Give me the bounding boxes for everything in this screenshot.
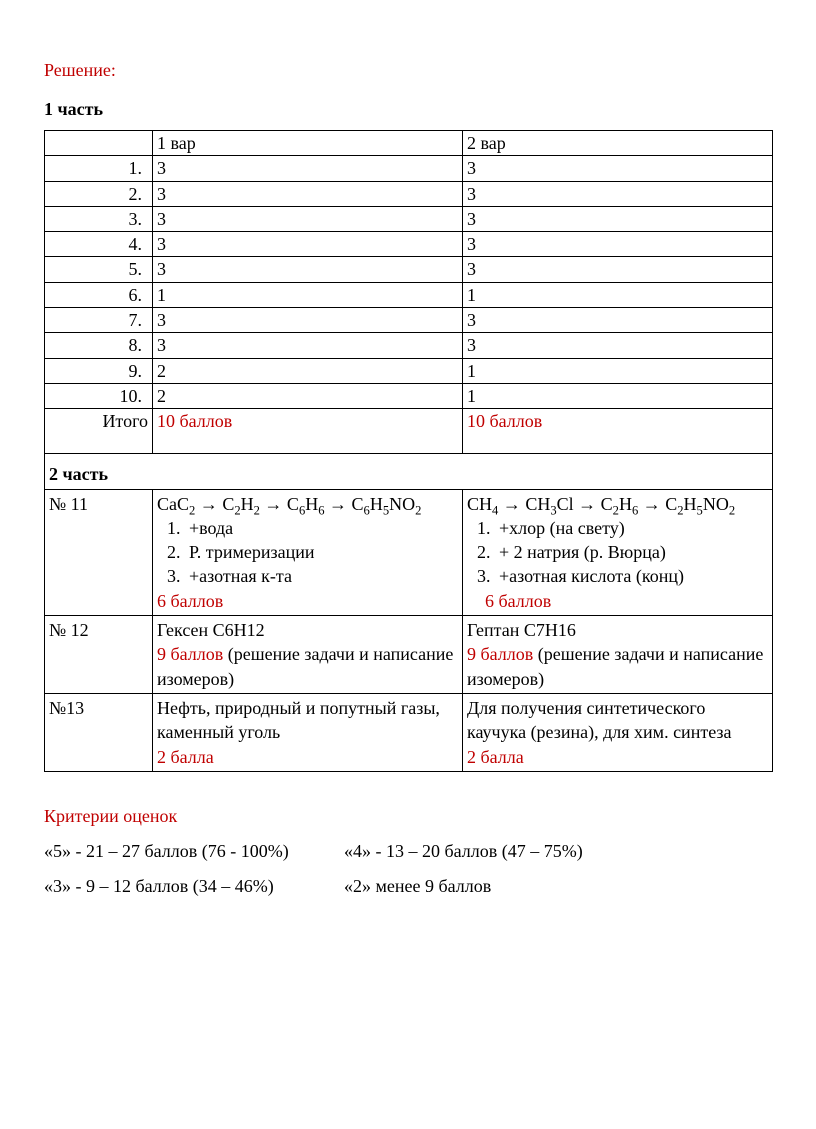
cell-var1: 2 <box>153 358 463 383</box>
header-var2: 2 вар <box>463 131 773 156</box>
cell-var2: 1 <box>463 282 773 307</box>
criteria-row-2: «3» - 9 – 12 баллов (34 – 46%) «2» менее… <box>44 876 772 897</box>
q12-row: № 12Гексен С6Н129 баллов (решение задачи… <box>45 616 773 694</box>
totals-var1: 10 баллов <box>153 409 463 454</box>
step-item: +азотная кислота (конц) <box>495 564 768 588</box>
cell-var1: 2 <box>153 383 463 408</box>
cell-var2: 3 <box>463 156 773 181</box>
q13-row: №13Нефть, природный и попутный газы, кам… <box>45 693 773 771</box>
cell-var2: 1 <box>463 358 773 383</box>
step-item: +хлор (на свету) <box>495 516 768 540</box>
row-number: 7. <box>45 308 153 333</box>
row-number: 5. <box>45 257 153 282</box>
grade-4: «4» - 13 – 20 баллов (47 – 75%) <box>344 841 583 862</box>
q13-var1-score: 2 балла <box>157 745 458 769</box>
q12-var1-answer: Гексен С6Н12 <box>157 618 458 642</box>
table-row: 10.21 <box>45 383 773 408</box>
q11-label: № 11 <box>45 489 153 615</box>
q13-label: №13 <box>45 693 153 771</box>
table-row: 3.33 <box>45 206 773 231</box>
part2-header-row: 2 часть <box>45 454 773 489</box>
table-row: 6.11 <box>45 282 773 307</box>
header-var1: 1 вар <box>153 131 463 156</box>
cell-var2: 3 <box>463 181 773 206</box>
answers-table: 1 вар 2 вар 1.332.333.334.335.336.117.33… <box>44 130 773 772</box>
cell-var2: 3 <box>463 206 773 231</box>
grade-5: «5» - 21 – 27 баллов (76 - 100%) <box>44 841 344 862</box>
q12-label: № 12 <box>45 616 153 694</box>
step-item: Р. тримеризации <box>185 540 458 564</box>
cell-var1: 3 <box>153 232 463 257</box>
grade-3: «3» - 9 – 12 баллов (34 – 46%) <box>44 876 344 897</box>
step-item: +азотная к-та <box>185 564 458 588</box>
table-row: 5.33 <box>45 257 773 282</box>
totals-var2: 10 баллов <box>463 409 773 454</box>
q11-var2: CH4 → CH3Cl → C2H6 → C2H5NO2+хлор (на св… <box>463 489 773 615</box>
table-row: 7.33 <box>45 308 773 333</box>
part2-heading: 2 часть <box>45 454 773 489</box>
q12-var1-line: 9 баллов (решение задачи и написание изо… <box>157 642 458 691</box>
q13-var2-score: 2 балла <box>467 745 768 769</box>
step-item: + 2 натрия (р. Вюрца) <box>495 540 768 564</box>
header-blank <box>45 131 153 156</box>
row-number: 4. <box>45 232 153 257</box>
table-row: 1.33 <box>45 156 773 181</box>
q11-var1: CaC2 → C2H2 → C6H6 → C6H5NO2+водаР. трим… <box>153 489 463 615</box>
cell-var2: 3 <box>463 308 773 333</box>
q11-var2-chain: CH4 → CH3Cl → C2H6 → C2H5NO2 <box>467 492 768 516</box>
cell-var1: 3 <box>153 181 463 206</box>
table-row: 2.33 <box>45 181 773 206</box>
q11-row: № 11CaC2 → C2H2 → C6H6 → C6H5NO2+водаР. … <box>45 489 773 615</box>
row-number: 8. <box>45 333 153 358</box>
q12-var2-answer: Гептан С7Н16 <box>467 618 768 642</box>
cell-var1: 3 <box>153 206 463 231</box>
cell-var1: 3 <box>153 333 463 358</box>
q13-var1: Нефть, природный и попутный газы, каменн… <box>153 693 463 771</box>
totals-row: Итого10 баллов10 баллов <box>45 409 773 454</box>
cell-var2: 3 <box>463 333 773 358</box>
step-item: +вода <box>185 516 458 540</box>
q11-var2-score: 6 баллов <box>467 589 768 613</box>
cell-var2: 1 <box>463 383 773 408</box>
row-number: 1. <box>45 156 153 181</box>
part1-heading: 1 часть <box>44 99 772 120</box>
criteria-row-1: «5» - 21 – 27 баллов (76 - 100%) «4» - 1… <box>44 841 772 862</box>
q13-var1-answer: Нефть, природный и попутный газы, каменн… <box>157 696 458 745</box>
cell-var1: 1 <box>153 282 463 307</box>
q12-var2-line: 9 баллов (решение задачи и написание изо… <box>467 642 768 691</box>
totals-label: Итого <box>45 409 153 454</box>
table-header-row: 1 вар 2 вар <box>45 131 773 156</box>
q13-var2-answer: Для получения синтетического каучука (ре… <box>467 696 768 745</box>
solution-heading: Решение: <box>44 60 772 81</box>
row-number: 6. <box>45 282 153 307</box>
table-row: 4.33 <box>45 232 773 257</box>
cell-var1: 3 <box>153 308 463 333</box>
table-row: 8.33 <box>45 333 773 358</box>
cell-var2: 3 <box>463 232 773 257</box>
row-number: 10. <box>45 383 153 408</box>
q12-var1: Гексен С6Н129 баллов (решение задачи и н… <box>153 616 463 694</box>
cell-var1: 3 <box>153 257 463 282</box>
row-number: 9. <box>45 358 153 383</box>
grade-2: «2» менее 9 баллов <box>344 876 491 897</box>
row-number: 2. <box>45 181 153 206</box>
row-number: 3. <box>45 206 153 231</box>
q11-var1-chain: CaC2 → C2H2 → C6H6 → C6H5NO2 <box>157 492 458 516</box>
q11-var1-score: 6 баллов <box>157 589 458 613</box>
q12-var2: Гептан С7Н169 баллов (решение задачи и н… <box>463 616 773 694</box>
criteria-heading: Критерии оценок <box>44 806 772 827</box>
cell-var1: 3 <box>153 156 463 181</box>
q13-var2: Для получения синтетического каучука (ре… <box>463 693 773 771</box>
table-row: 9.21 <box>45 358 773 383</box>
cell-var2: 3 <box>463 257 773 282</box>
